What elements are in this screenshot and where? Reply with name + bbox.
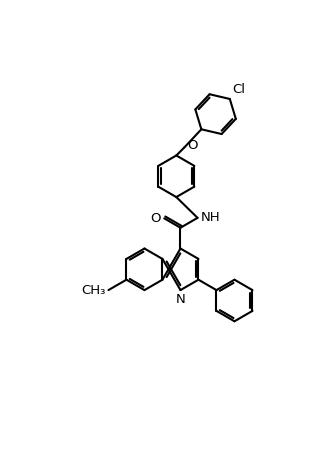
Text: O: O (187, 139, 198, 153)
Text: CH₃: CH₃ (81, 284, 105, 296)
Text: NH: NH (200, 212, 220, 224)
Text: O: O (150, 212, 160, 225)
Text: N: N (176, 293, 185, 306)
Text: Cl: Cl (232, 83, 245, 96)
